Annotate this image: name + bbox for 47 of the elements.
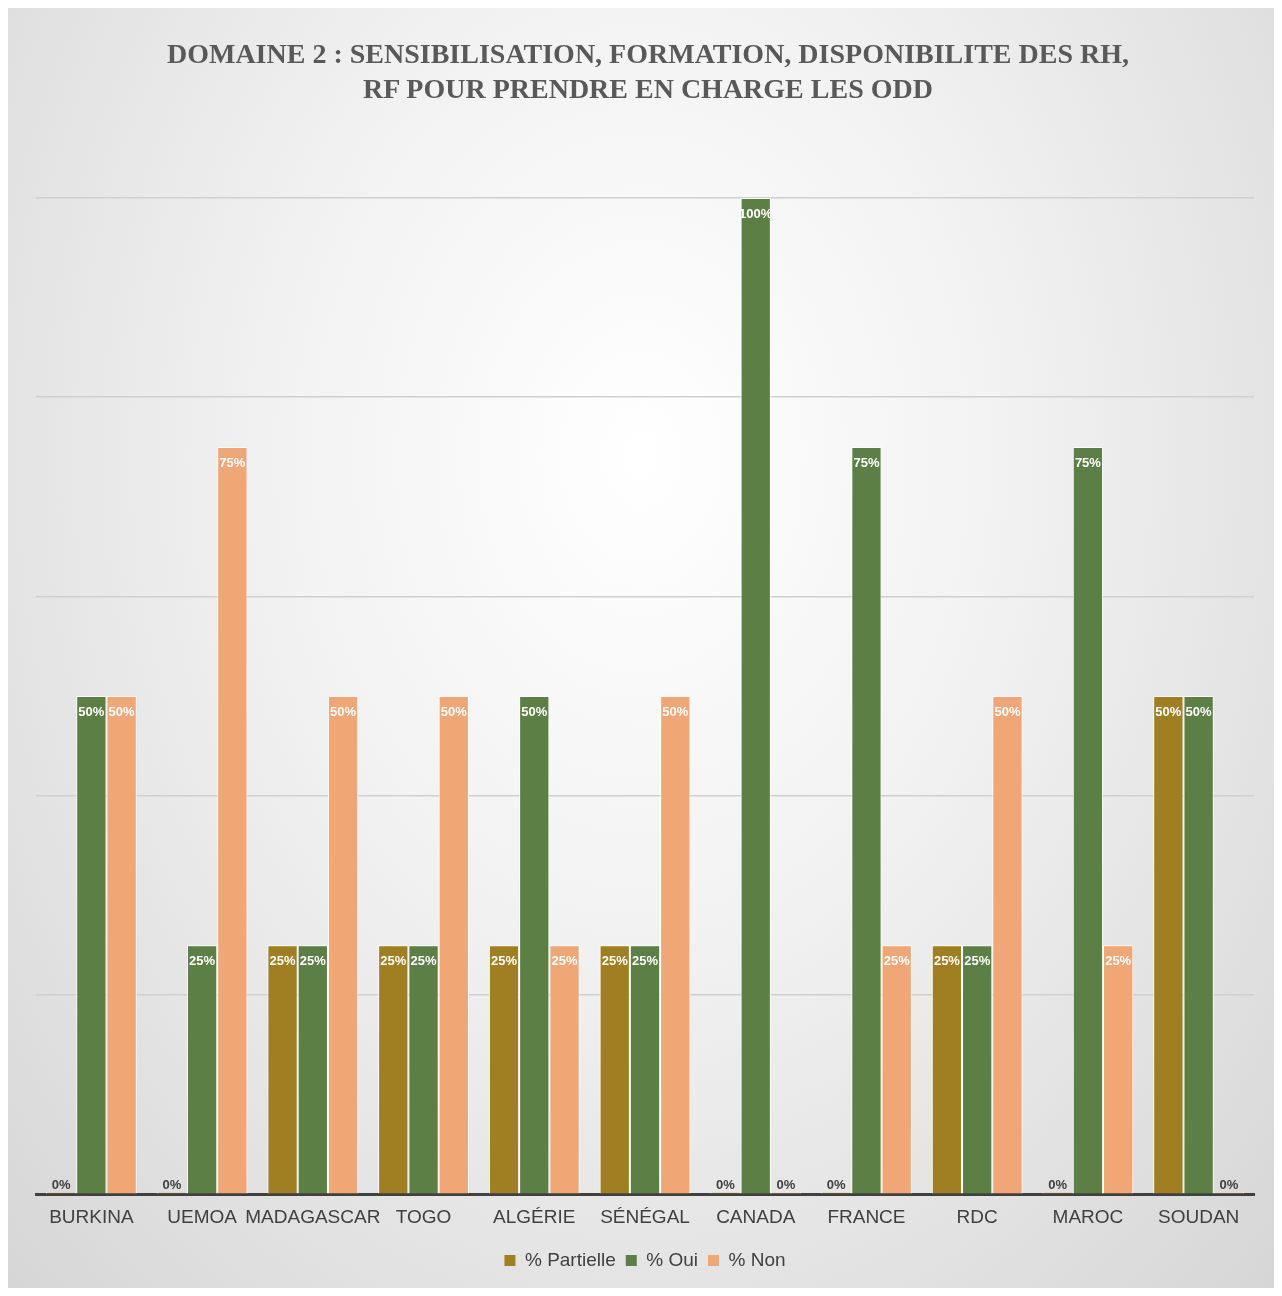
legend-label: % Non <box>728 1248 786 1270</box>
x-tick-label: UEMOA <box>167 1205 238 1227</box>
data-label: 25% <box>883 952 911 968</box>
data-label: 50% <box>330 703 357 719</box>
chart-title: DOMAINE 2 : SENSIBILISATION, FORMATION, DISPONIBILITE DES RH, RF POUR PRENDRE EN CHARGE LES ODD <box>165 37 1130 106</box>
data-label: 0% <box>716 1176 736 1192</box>
data-label: 25% <box>189 952 216 968</box>
x-tick-label: TOGO <box>395 1205 452 1227</box>
x-tick-label: FRANCE <box>827 1205 906 1227</box>
x-tick-label: BURKINA <box>49 1205 134 1227</box>
x-tick-label: ALGÉRIE <box>493 1205 576 1227</box>
x-tick-label: SOUDAN <box>1157 1205 1240 1227</box>
data-label: 0% <box>826 1176 847 1192</box>
data-label: 25% <box>380 952 407 968</box>
data-label: 50% <box>78 703 105 719</box>
data-label: 50% <box>521 703 548 719</box>
x-tick-label: MADAGASCAR <box>245 1205 381 1227</box>
x-tick-label: SÉNÉGAL <box>600 1205 690 1227</box>
data-label: 25% <box>551 952 578 968</box>
data-label: 50% <box>662 703 689 719</box>
data-label: 75% <box>853 454 880 470</box>
data-label: 0% <box>1219 1176 1239 1192</box>
data-label: 50% <box>1155 703 1182 719</box>
data-label: 50% <box>108 703 136 719</box>
data-label: 25% <box>269 952 296 968</box>
data-label: 0% <box>1048 1176 1068 1192</box>
data-label: 25% <box>601 952 629 968</box>
x-tick-label: RDC <box>956 1205 998 1227</box>
data-label: 25% <box>964 952 991 968</box>
data-label: 75% <box>219 454 246 470</box>
data-label: 50% <box>440 703 468 719</box>
data-label: 50% <box>994 703 1021 719</box>
data-label: 50% <box>1185 703 1213 719</box>
x-tick-label: CANADA <box>716 1205 796 1227</box>
data-label: 0% <box>776 1176 796 1192</box>
data-label: 25% <box>631 952 659 968</box>
x-tick-label: MAROC <box>1052 1205 1124 1227</box>
data-label: 25% <box>933 952 961 968</box>
data-label: 25% <box>490 952 518 968</box>
data-label: 75% <box>1074 454 1102 470</box>
data-label: 0% <box>51 1176 71 1192</box>
data-label: 25% <box>1105 952 1132 968</box>
data-label: 25% <box>410 952 437 968</box>
data-label: 25% <box>299 952 327 968</box>
legend-label: % Oui <box>646 1248 699 1270</box>
data-label: 0% <box>162 1176 182 1192</box>
legend-label: % Partielle <box>524 1248 616 1270</box>
